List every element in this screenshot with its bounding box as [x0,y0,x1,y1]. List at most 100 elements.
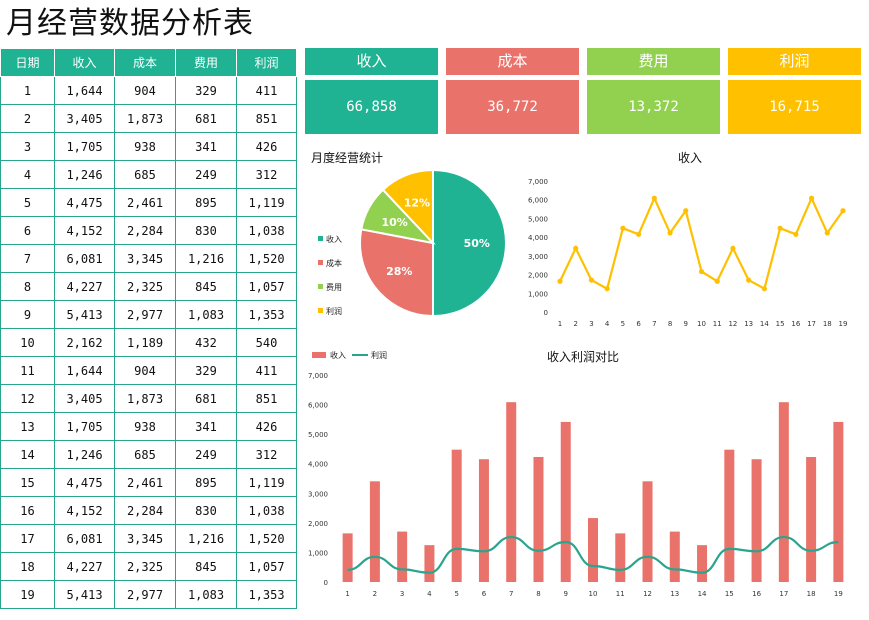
cell-date[interactable]: 18 [0,552,55,581]
pie-legend-label: 利润 [326,306,342,316]
cell-revenue[interactable]: 5,413 [54,580,115,609]
combo-x-tick: 9 [564,590,568,598]
cell-revenue[interactable]: 1,644 [54,76,115,105]
cell-profit[interactable]: 1,057 [236,552,297,581]
line-point [761,286,767,292]
line-point [808,195,815,201]
cell-profit[interactable]: 851 [236,104,297,133]
cell-cost[interactable]: 938 [114,132,176,161]
table-row: 14 1,246 685 249 312 [0,440,297,469]
line-x-tick: 4 [605,320,610,328]
line-x-tick: 2 [573,320,577,328]
cell-expense[interactable]: 432 [175,328,237,357]
col-header-expense[interactable]: 费用 [175,48,237,77]
cell-profit[interactable]: 411 [236,76,297,105]
combo-x-tick: 12 [643,590,652,598]
cell-cost[interactable]: 2,284 [114,216,176,245]
combo-legend-label: 收入 [330,350,346,360]
combo-bar-revenue [833,421,844,582]
cell-expense[interactable]: 830 [175,216,237,245]
cell-revenue[interactable]: 3,405 [54,104,115,133]
cell-cost[interactable]: 3,345 [114,244,176,273]
cell-cost[interactable]: 3,345 [114,524,176,553]
cell-date[interactable]: 2 [0,104,55,133]
cell-expense[interactable]: 1,216 [175,244,237,273]
combo-y-tick: 5,000 [308,431,328,439]
combo-x-tick: 3 [400,590,404,598]
combo-y-tick: 0 [324,579,328,587]
combo-bar-revenue [533,457,544,582]
kpi-label: 成本 [446,48,579,75]
pie-legend-label: 收入 [326,234,342,244]
combo-bar-revenue [342,533,353,582]
cell-date[interactable]: 1 [0,76,55,105]
table-row: 3 1,705 938 341 426 [0,132,297,161]
combo-x-tick: 18 [807,590,816,598]
cell-cost[interactable]: 938 [114,412,176,441]
line-point [557,278,563,284]
cell-date[interactable]: 11 [0,356,55,385]
cell-profit[interactable]: 411 [236,356,297,385]
cell-expense[interactable]: 845 [175,552,237,581]
cell-revenue[interactable]: 1,246 [54,160,115,189]
cell-date[interactable]: 15 [0,468,55,497]
pie-slice-2 [359,228,434,318]
line-y-tick: 4,000 [528,234,548,242]
cell-cost[interactable]: 1,873 [114,384,176,413]
table-row: 18 4,227 2,325 845 1,057 [0,552,297,581]
combo-x-tick: 4 [427,590,432,598]
cell-expense[interactable]: 895 [175,468,237,497]
cell-date[interactable]: 17 [0,524,55,553]
kpi-value: 16,715 [728,80,861,134]
cell-profit[interactable]: 1,038 [236,496,297,525]
cell-expense[interactable]: 341 [175,412,237,441]
combo-bar-revenue [424,545,435,582]
combo-y-tick: 6,000 [308,402,328,410]
cell-revenue[interactable]: 6,081 [54,244,115,273]
cell-expense[interactable]: 845 [175,272,237,301]
col-header-profit[interactable]: 利润 [236,48,297,77]
cell-date[interactable]: 9 [0,300,55,329]
line-x-tick: 3 [589,320,593,328]
cell-date[interactable]: 8 [0,272,55,301]
cell-profit[interactable]: 1,353 [236,300,297,329]
pie-legend-swatch [318,308,323,313]
line-y-tick: 6,000 [528,197,548,205]
cell-revenue[interactable]: 5,413 [54,300,115,329]
combo-bar-revenue [697,545,708,582]
cell-profit[interactable]: 540 [236,328,297,357]
combo-x-tick: 17 [779,590,788,598]
cell-date[interactable]: 19 [0,580,55,609]
kpi-label: 费用 [587,48,720,75]
combo-x-tick: 15 [725,590,734,598]
table-row: 5 4,475 2,461 895 1,119 [0,188,297,217]
cell-expense[interactable]: 1,083 [175,580,237,609]
cell-cost[interactable]: 685 [114,160,176,189]
cell-profit[interactable]: 426 [236,132,297,161]
table-row: 12 3,405 1,873 681 851 [0,384,297,413]
cell-expense[interactable]: 681 [175,384,237,413]
cell-date[interactable]: 13 [0,412,55,441]
kpi-value: 36,772 [446,80,579,134]
cell-profit[interactable]: 426 [236,412,297,441]
pie-data-label: 10% [381,216,407,229]
cell-revenue[interactable]: 4,227 [54,552,115,581]
combo-bar-revenue [806,457,817,582]
cell-expense[interactable]: 1,083 [175,300,237,329]
line-point [777,225,783,231]
cell-profit[interactable]: 1,353 [236,580,297,609]
col-header-revenue[interactable]: 收入 [54,48,115,77]
line-point [840,208,846,214]
cell-expense[interactable]: 681 [175,104,237,133]
cell-date[interactable]: 14 [0,440,55,469]
col-header-date[interactable]: 日期 [0,48,55,77]
cell-profit[interactable]: 312 [236,160,297,189]
combo-bar-revenue [588,518,598,582]
line-x-tick: 18 [823,320,832,328]
pie-data-label: 28% [386,265,412,278]
cell-cost[interactable]: 904 [114,356,176,385]
cell-cost[interactable]: 2,461 [114,468,176,497]
line-x-tick: 19 [839,320,848,328]
combo-x-tick: 8 [536,590,540,598]
combo-x-tick: 2 [373,590,377,598]
